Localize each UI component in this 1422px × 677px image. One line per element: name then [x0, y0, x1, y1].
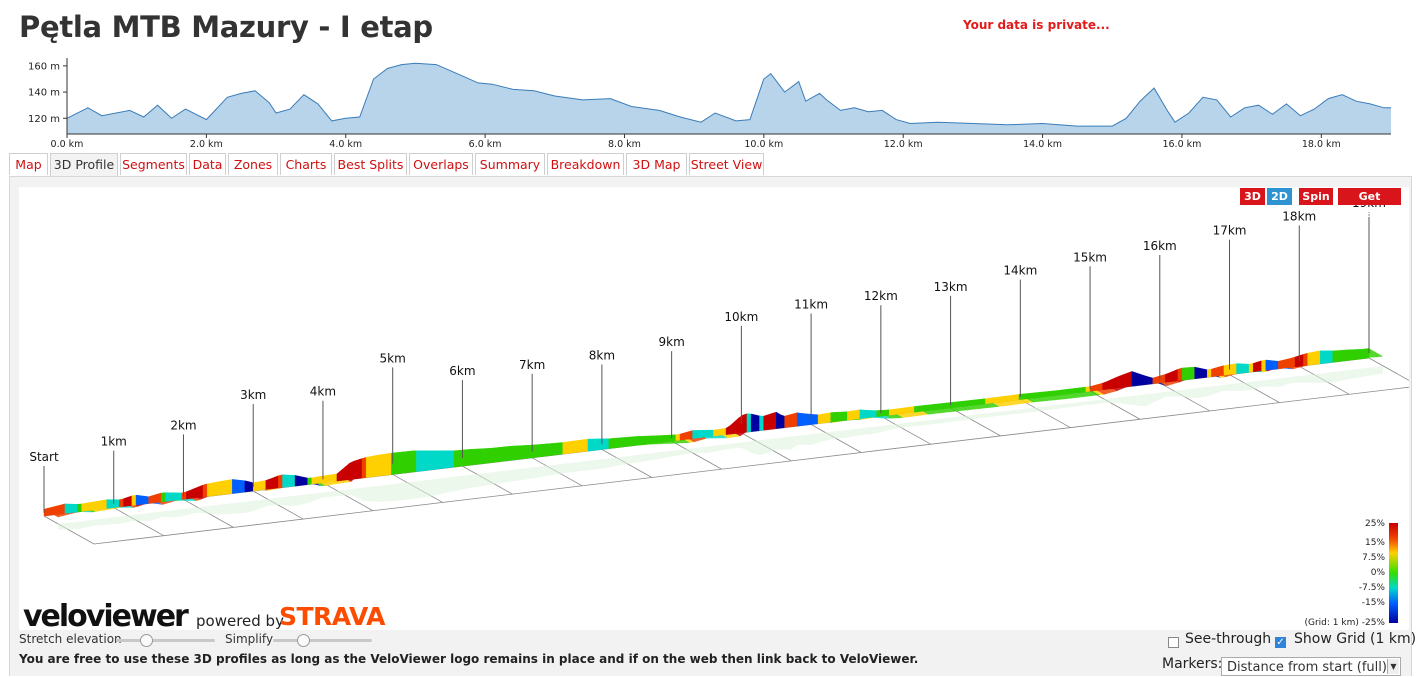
- markers-label: Markers:: [1162, 656, 1223, 672]
- show-grid-label[interactable]: Show Grid (1 km): [1294, 631, 1417, 647]
- x-tick-label: 4.0 km: [329, 139, 362, 150]
- chevron-down-icon[interactable]: ▼: [1387, 659, 1399, 674]
- get-image-button[interactable]: Get image: [1338, 188, 1401, 220]
- legend-label: 15%: [1364, 538, 1385, 548]
- markers-select[interactable]: Distance from start (full) ▼: [1221, 657, 1401, 676]
- see-through-label[interactable]: See-through: [1185, 631, 1272, 647]
- tab-charts[interactable]: Charts: [280, 153, 332, 175]
- x-tick-label: 14.0 km: [1023, 139, 1062, 150]
- powered-by-text: powered by: [196, 612, 284, 630]
- simplify-label: Simplify: [225, 632, 274, 646]
- marker-label: 11km: [794, 298, 828, 312]
- legend-label: -25%: [1361, 618, 1385, 628]
- elevation-area: [67, 63, 1391, 135]
- profile-grid: [43, 357, 1409, 545]
- x-tick-label: 2.0 km: [190, 139, 223, 150]
- x-tick-label: 0.0 km: [51, 139, 84, 150]
- legend-label-bottom: (Grid: 1 km) -25%: [1304, 618, 1385, 628]
- tab-segments[interactable]: Segments: [120, 153, 187, 175]
- marker-label: 7km: [519, 358, 545, 372]
- gradient-legend: 25% 15% 7.5% 0% -7.5% -15% (Grid: 1 km) …: [1302, 517, 1402, 629]
- y-tick-label: 140 m: [28, 88, 60, 99]
- marker-label: 15km: [1073, 250, 1107, 264]
- legend-label: -15%: [1361, 598, 1385, 608]
- x-tick-label: 10.0 km: [744, 139, 783, 150]
- tab-overlaps[interactable]: Overlaps: [409, 153, 473, 175]
- marker-label: 16km: [1143, 239, 1177, 253]
- 3d-view-button[interactable]: 3D: [1240, 188, 1265, 205]
- legend-label: 7.5%: [1362, 553, 1385, 563]
- tab-best-splits[interactable]: Best Splits: [334, 153, 407, 175]
- show-grid-checkbox[interactable]: ✓: [1275, 637, 1286, 648]
- markers-select-value: Distance from start (full): [1227, 660, 1387, 675]
- profile-3d-viewport[interactable]: Start 1km 2km 3km 4km 5km 6km 7km 8km 9km 10km 11km…: [19, 187, 1409, 630]
- marker-label: 10km: [724, 310, 758, 324]
- stretch-elevation-label: Stretch elevation: [19, 632, 122, 646]
- tab-3d-map[interactable]: 3D Map: [626, 153, 687, 175]
- privacy-notice[interactable]: Your data is private...: [963, 18, 1110, 32]
- x-tick-label: 8.0 km: [608, 139, 641, 150]
- legend-label: 25%: [1364, 519, 1385, 529]
- marker-label: 18km: [1282, 209, 1316, 223]
- stretch-elevation-handle[interactable]: [139, 634, 153, 647]
- gradient-color-bar: [1389, 523, 1398, 623]
- legend-label: 0%: [1370, 568, 1385, 578]
- tab-zones[interactable]: Zones: [228, 153, 278, 175]
- tab-3d-profile[interactable]: 3D Profile: [50, 153, 118, 177]
- tab-map[interactable]: Map: [9, 153, 48, 175]
- distance-markers: Start 1km 2km 3km 4km 5km 6km 7km 8km 9km 10km 11km…: [29, 196, 1386, 513]
- marker-label: 12km: [864, 289, 898, 303]
- x-tick-label: 18.0 km: [1302, 139, 1341, 150]
- page-title: Pętla MTB Mazury - I etap: [19, 10, 433, 44]
- y-tick-label: 160 m: [28, 61, 60, 72]
- tab-summary[interactable]: Summary: [475, 153, 545, 175]
- see-through-checkbox[interactable]: [1168, 637, 1179, 648]
- elevation-chart[interactable]: 120 m 140 m 160 m 0.0 km 2.0 km 4.0 km 6.0 km 8…: [0, 52, 1422, 152]
- marker-label: 2km: [170, 418, 196, 432]
- marker-label: 8km: [589, 348, 615, 362]
- tab-breakdown[interactable]: Breakdown: [547, 153, 624, 175]
- marker-label: 1km: [101, 435, 127, 449]
- marker-label: 3km: [240, 388, 266, 402]
- elevation-line: [66, 62, 1391, 127]
- elevation-ribbon: [43, 348, 1383, 530]
- marker-label: 17km: [1213, 224, 1247, 238]
- simplify-slider[interactable]: [273, 639, 372, 642]
- profile-3d-canvas[interactable]: Start 1km 2km 3km 4km 5km 6km 7km 8km 9km 10km 11km…: [19, 187, 1409, 630]
- 2d-view-button[interactable]: 2D: [1267, 188, 1292, 205]
- x-tick-label: 12.0 km: [884, 139, 923, 150]
- x-tick-label: 16.0 km: [1162, 139, 1201, 150]
- tab-data[interactable]: Data: [189, 153, 226, 175]
- marker-label: 9km: [658, 335, 684, 349]
- tab-street-view[interactable]: Street View: [689, 153, 764, 175]
- marker-label: 4km: [310, 385, 336, 399]
- strava-logo[interactable]: STRAVA: [279, 602, 385, 631]
- x-tick-label: 6.0 km: [469, 139, 502, 150]
- marker-label: 6km: [449, 364, 475, 378]
- legend-label: -7.5%: [1358, 583, 1385, 593]
- y-tick-label: 120 m: [28, 114, 60, 125]
- marker-label: 14km: [1003, 264, 1037, 278]
- spin-button[interactable]: Spin: [1299, 188, 1333, 205]
- veloviewer-logo[interactable]: veloviewer: [23, 599, 189, 634]
- marker-label: Start: [29, 450, 59, 464]
- marker-label: 13km: [934, 280, 968, 294]
- simplify-handle[interactable]: [296, 634, 310, 647]
- stretch-elevation-slider[interactable]: [116, 639, 215, 642]
- grid-note: (Grid: 1 km): [1304, 618, 1359, 628]
- usage-note: You are free to use these 3D profiles as…: [19, 652, 919, 666]
- marker-label: 5km: [380, 351, 406, 365]
